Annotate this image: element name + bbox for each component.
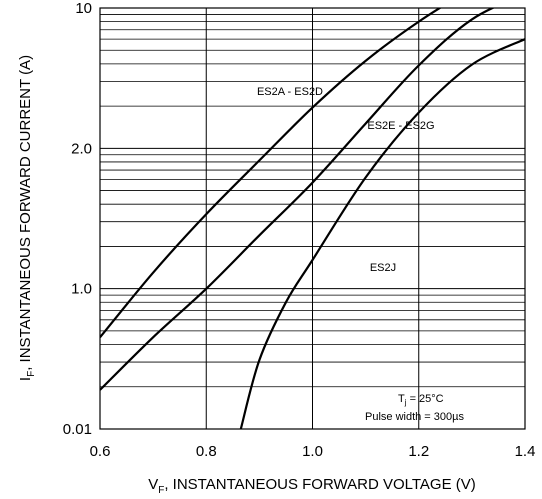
x-tick-label: 1.0 (302, 443, 323, 460)
series-line-2 (100, 8, 496, 391)
x-tick-labels: 0.6 0.8 1.0 1.2 1.4 (90, 443, 536, 460)
y-axis-label-rest: , INSTANTANEOUS FORWARD CURRENT (A) (17, 55, 34, 371)
tj-main: T (398, 393, 405, 405)
series-line-1 (100, 8, 442, 339)
junction-temperature-note: Tj = 25°C (398, 393, 444, 407)
x-axis-label-rest: , INSTANTANEOUS FORWARD VOLTAGE (V) (164, 476, 475, 493)
y-tick-label: 2.0 (71, 140, 92, 157)
series-label-2: ES2E - ES2G (367, 120, 434, 132)
x-axis-label: VF, INSTANTANEOUS FORWARD VOLTAGE (V) (148, 476, 476, 496)
x-tick-label: 0.6 (90, 443, 111, 460)
plot-frame (99, 7, 526, 430)
x-axis-label-subscript: F (158, 485, 164, 496)
tj-subscript: j (404, 398, 407, 407)
y-tick-label: 0.01 (63, 421, 92, 438)
y-axis-label-main: I (17, 377, 34, 381)
tj-rest: = 25°C (407, 393, 444, 405)
curves (100, 8, 525, 429)
y-tick-labels: 0.01 1.0 2.0 10 (63, 0, 92, 438)
series-labels: ES2A - ES2D ES2E - ES2G ES2J (257, 86, 435, 274)
y-tick-label: 1.0 (71, 281, 92, 298)
y-tick-label: 10 (75, 0, 92, 17)
series-line-3 (239, 38, 525, 429)
x-tick-label: 1.4 (515, 443, 536, 460)
y-axis-label: IF, INSTANTANEOUS FORWARD CURRENT (A) (17, 55, 37, 381)
y-axis-label-subscript: F (26, 371, 37, 377)
grid (100, 8, 525, 429)
x-axis-label-main: V (148, 476, 158, 493)
x-tick-label: 1.2 (408, 443, 429, 460)
pulse-width-note: Pulse width = 300µs (365, 411, 464, 423)
x-tick-label: 0.8 (196, 443, 217, 460)
series-label-1: ES2A - ES2D (257, 86, 323, 98)
series-label-3: ES2J (370, 262, 396, 274)
